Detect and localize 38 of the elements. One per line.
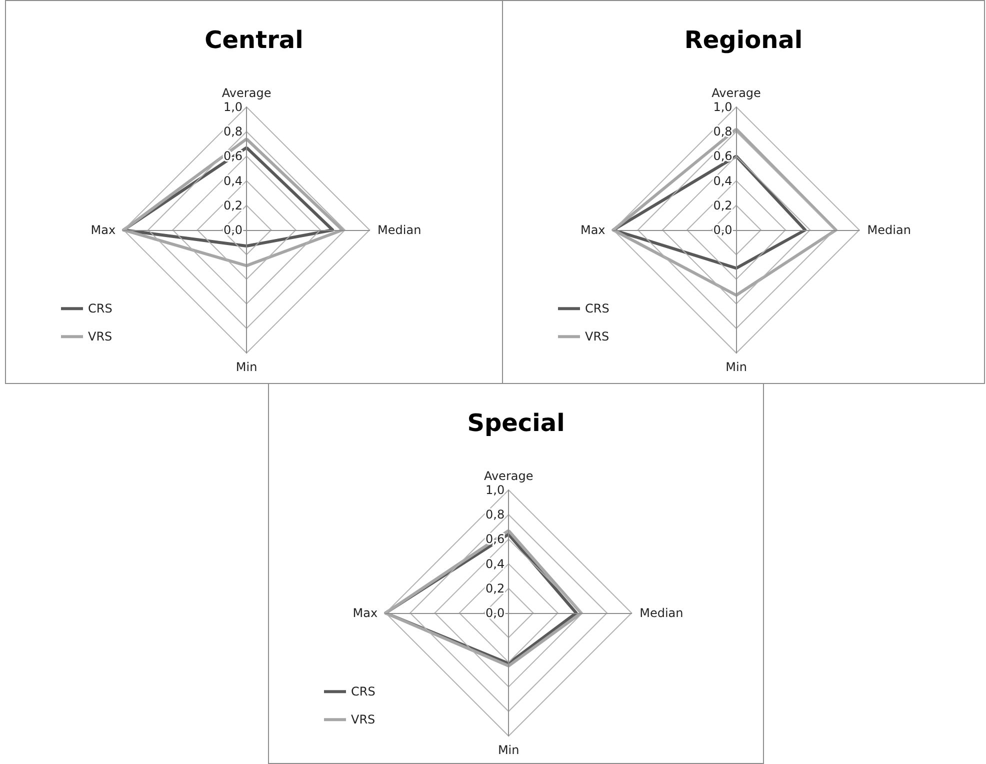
y-tick-label: 0,0: [223, 223, 243, 237]
legend-label: CRS: [351, 684, 376, 699]
legend-label: CRS: [88, 302, 112, 316]
legend-label: VRS: [585, 330, 610, 344]
legend-label: CRS: [585, 302, 610, 316]
spoke-label: Median: [867, 223, 911, 237]
spoke-label: Average: [712, 86, 761, 100]
spoke-label: Median: [640, 606, 684, 620]
y-tick-label: 0,4: [713, 174, 732, 188]
chart-title: Central: [204, 26, 304, 54]
spoke-label: Median: [378, 223, 422, 237]
legend-label: VRS: [351, 712, 376, 727]
chart-title: Regional: [684, 26, 803, 54]
y-tick-label: 1,0: [713, 100, 732, 114]
y-tick-label: 0,8: [485, 508, 505, 522]
chart-title: Special: [467, 409, 565, 437]
y-tick-label: 0,2: [713, 198, 732, 212]
y-tick-label: 1,0: [223, 100, 243, 114]
y-tick-label: 1,0: [485, 483, 505, 497]
spoke-label: Min: [726, 360, 747, 374]
spoke-label: Average: [222, 86, 272, 100]
y-tick-label: 0,6: [485, 532, 505, 546]
y-tick-label: 0,0: [485, 606, 505, 620]
y-tick-label: 0,8: [713, 124, 732, 139]
y-tick-label: 0,0: [713, 223, 732, 237]
legend-label: VRS: [88, 330, 112, 344]
spoke-label: Average: [484, 469, 534, 483]
y-tick-label: 0,2: [485, 581, 505, 596]
y-tick-label: 0,6: [713, 149, 732, 164]
y-tick-label: 0,4: [223, 174, 243, 188]
spoke-label: Max: [580, 223, 606, 237]
spoke-label: Min: [498, 743, 520, 757]
y-tick-label: 0,4: [485, 556, 505, 571]
spoke-label: Max: [90, 223, 116, 237]
y-tick-label: 0,2: [223, 198, 243, 212]
spoke-label: Min: [236, 360, 258, 374]
y-tick-label: 0,8: [223, 124, 243, 139]
spoke-label: Max: [352, 606, 378, 620]
